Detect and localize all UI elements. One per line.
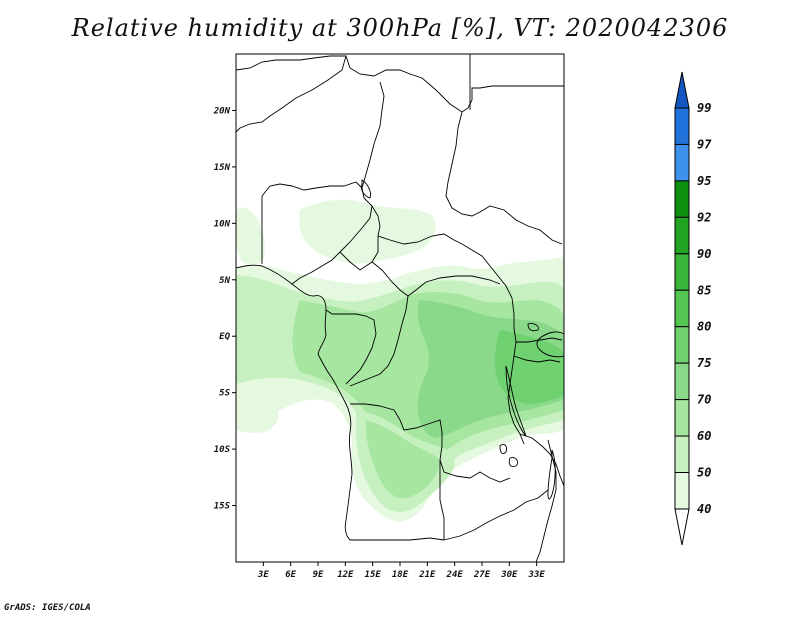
lat-tick-label: EQ <box>219 332 230 342</box>
humidity-region-southwest-inner <box>366 420 440 499</box>
colorbar-box <box>674 180 690 218</box>
colorbar-level-label: 95 <box>697 174 711 188</box>
humidity-region-atlantic-2 <box>240 317 289 361</box>
colorbar-box <box>674 253 690 291</box>
colorbar-level-label: 50 <box>697 466 711 480</box>
lat-tick-label: 10N <box>214 219 231 229</box>
humidity-region-north-blobs <box>299 199 436 264</box>
grads-credit: GrADS: IGES/COLA <box>4 603 91 613</box>
colorbar-level-label: 92 <box>697 210 711 224</box>
border-drc-east <box>497 275 525 445</box>
colorbar-level-label: 60 <box>697 429 711 443</box>
chart-title: Relative humidity at 300hPa [%], VT: 202… <box>71 14 729 42</box>
colorbar-box <box>674 289 690 328</box>
colorbar-box <box>674 399 690 437</box>
border-car-south <box>371 261 501 297</box>
colorbar-box <box>674 107 690 145</box>
colorbar-level-label: 70 <box>697 393 711 407</box>
border-rwanda-burundi <box>513 355 561 363</box>
humidity-region-lakes <box>494 330 564 404</box>
lake-kyoga <box>527 323 539 332</box>
lon-tick-label: 24E <box>446 570 464 580</box>
lat-tick-label: 10S <box>214 445 231 455</box>
border-chad-sudan <box>361 81 385 237</box>
border-nigeria <box>261 181 363 197</box>
latitude-axis: 20N 15N 10N 5N EQ 5S 10S 15S <box>213 106 236 512</box>
border-niger-chad <box>236 55 347 133</box>
colorbar-level-label: 40 <box>697 502 711 516</box>
border-congo-gabon <box>325 309 377 385</box>
lat-tick-label: 15N <box>214 163 231 173</box>
lon-tick-label: 9E <box>313 570 324 580</box>
colorbar-under-triangle <box>674 508 690 546</box>
border-sudan-southsudan <box>445 111 563 245</box>
colorbar-level-label: 90 <box>697 247 711 261</box>
border-libya-chad <box>236 55 564 113</box>
lon-tick-label: 33E <box>528 570 546 580</box>
border-car-north <box>377 233 499 277</box>
colorbar-box <box>674 362 690 401</box>
lon-tick-label: 12E <box>337 570 354 580</box>
colorbar-box <box>674 435 690 473</box>
colorbar-over-triangle <box>674 71 690 109</box>
humidity-region-atlantic <box>236 390 279 433</box>
longitude-axis: 3E 6E 9E 12E 15E 18E 21E 24E 27E 30E 33E <box>257 562 545 580</box>
country-borders <box>236 54 564 562</box>
border-drc-angola <box>350 403 511 483</box>
lon-tick-label: 3E <box>257 570 269 580</box>
border-tanzania <box>519 433 564 487</box>
border-cameroon <box>291 205 373 285</box>
border-cameroon-car <box>339 236 379 271</box>
colorbar-box <box>674 326 690 364</box>
humidity-shading <box>236 199 564 522</box>
border-angola-namibia <box>350 537 445 541</box>
lake-chad <box>361 179 371 199</box>
lake-mweru <box>499 443 507 455</box>
lat-tick-label: 5N <box>219 276 230 286</box>
lake-tanganyika <box>505 365 527 437</box>
lon-tick-label: 6E <box>285 570 296 580</box>
border-zambia-south <box>443 489 549 541</box>
lake-bangweulu <box>508 457 519 467</box>
border-angola-zambia <box>439 460 445 540</box>
colorbar-level-label: 75 <box>697 356 711 370</box>
lake-malawi <box>547 449 556 500</box>
lake-victoria <box>536 331 564 358</box>
lat-tick-label: 15S <box>214 502 231 512</box>
humidity-region-north-strip <box>236 207 265 265</box>
colorbar-box <box>674 143 690 182</box>
lon-tick-label: 21E <box>418 570 436 580</box>
border-congo-drc <box>349 295 409 387</box>
lat-tick-label: 20N <box>213 106 231 116</box>
lon-tick-label: 15E <box>365 570 382 580</box>
lon-tick-label: 18E <box>392 570 409 580</box>
border-uganda <box>516 337 563 343</box>
colorbar-level-label: 85 <box>697 283 711 297</box>
border-malawi <box>535 439 557 562</box>
lat-tick-label: 5S <box>219 389 230 399</box>
colorbar-level-label: 97 <box>697 137 712 151</box>
colorbar-level-label: 80 <box>697 320 711 334</box>
lon-tick-label: 30E <box>500 570 518 580</box>
colorbar-level-label: 99 <box>697 101 711 115</box>
lakes <box>361 179 564 500</box>
colorbar-box <box>674 472 690 510</box>
lon-tick-label: 27E <box>473 570 491 580</box>
colorbar-box <box>674 216 690 255</box>
